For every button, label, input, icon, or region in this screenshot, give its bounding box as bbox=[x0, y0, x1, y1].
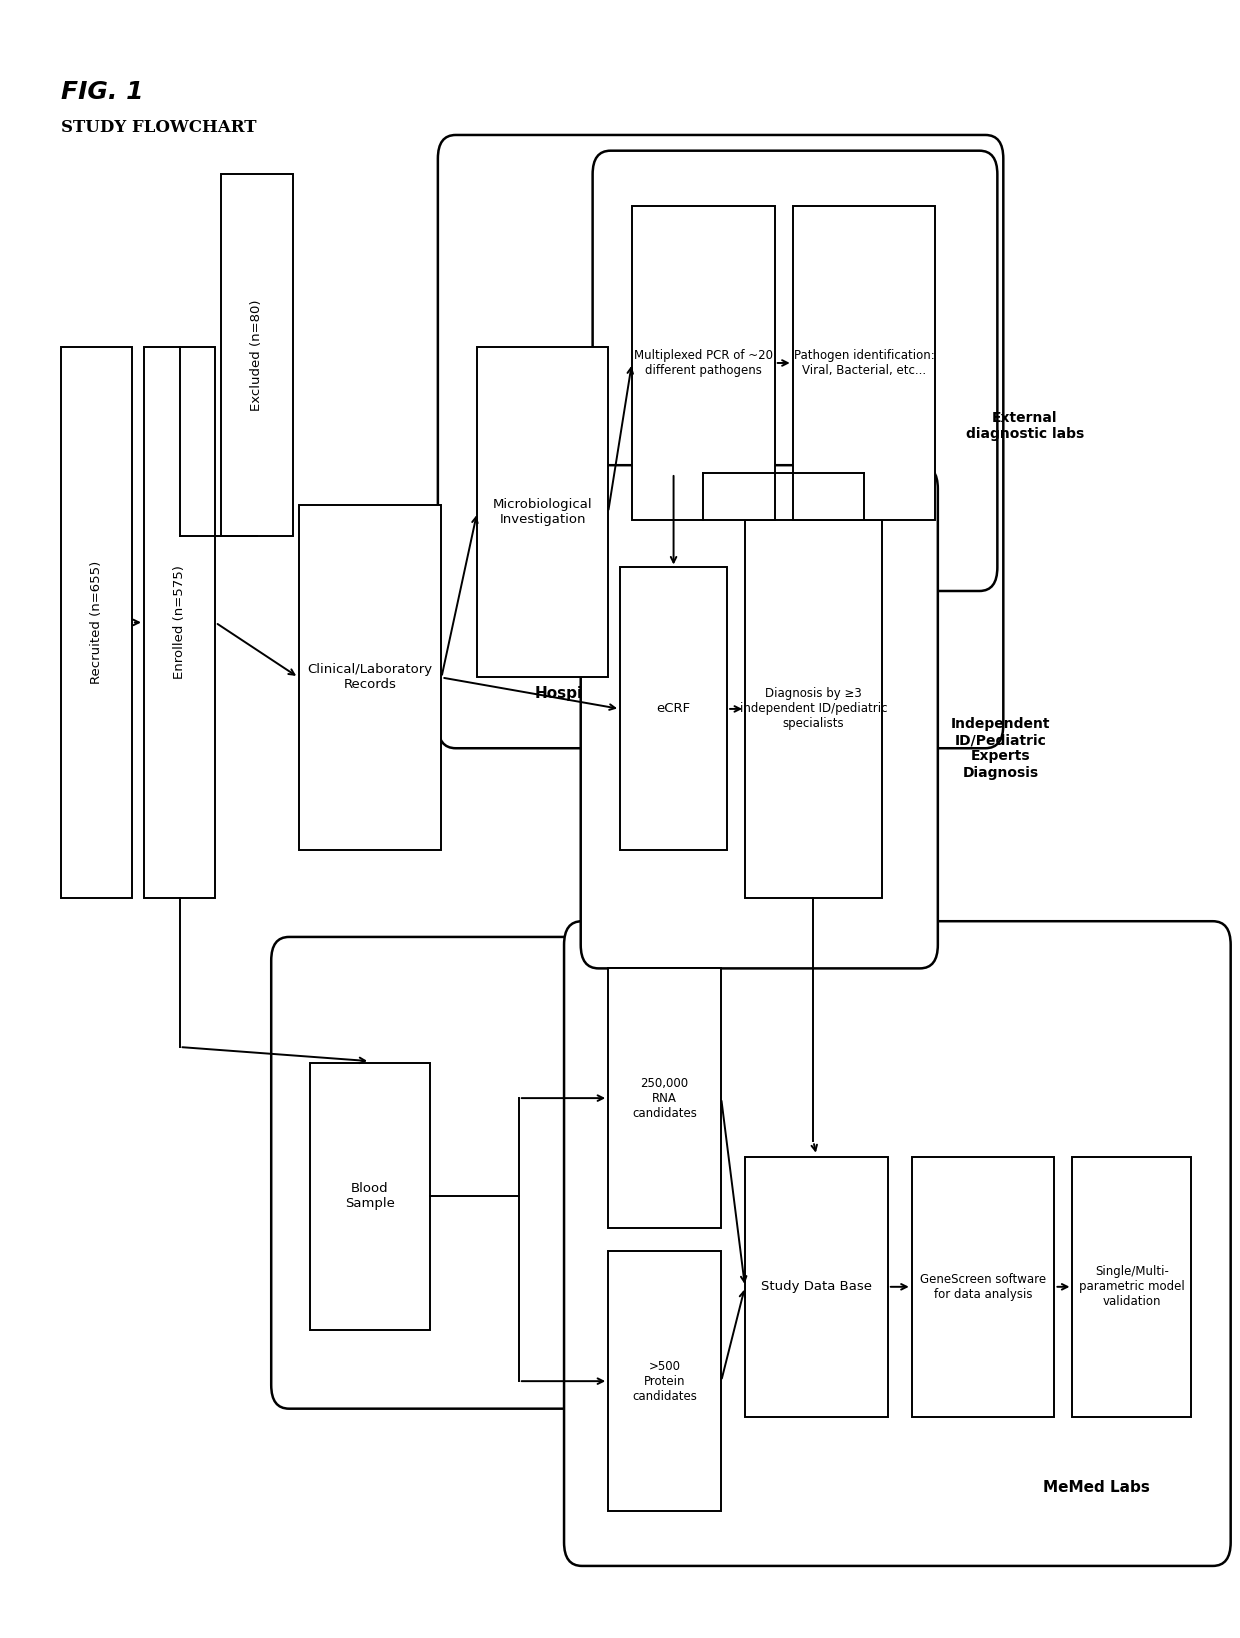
FancyBboxPatch shape bbox=[608, 1251, 722, 1510]
Text: >500
Protein
candidates: >500 Protein candidates bbox=[632, 1360, 697, 1402]
FancyBboxPatch shape bbox=[272, 937, 590, 1409]
FancyBboxPatch shape bbox=[221, 174, 293, 536]
FancyBboxPatch shape bbox=[438, 134, 1003, 749]
FancyBboxPatch shape bbox=[61, 347, 131, 898]
Text: Single/Multi-
parametric model
validation: Single/Multi- parametric model validatio… bbox=[1079, 1265, 1184, 1309]
Text: MeMed Labs: MeMed Labs bbox=[1043, 1479, 1149, 1495]
FancyBboxPatch shape bbox=[745, 521, 882, 898]
Text: eCRF: eCRF bbox=[656, 703, 691, 716]
FancyBboxPatch shape bbox=[632, 206, 775, 521]
Text: Clinical/Laboratory
Records: Clinical/Laboratory Records bbox=[308, 663, 433, 691]
FancyBboxPatch shape bbox=[1073, 1156, 1192, 1417]
FancyBboxPatch shape bbox=[911, 1156, 1054, 1417]
Text: Excluded (n=80): Excluded (n=80) bbox=[250, 300, 263, 411]
FancyBboxPatch shape bbox=[593, 151, 997, 591]
Text: FIG. 1: FIG. 1 bbox=[61, 80, 143, 103]
FancyBboxPatch shape bbox=[580, 465, 937, 968]
Text: Blood
Sample: Blood Sample bbox=[345, 1183, 396, 1210]
Text: Microbiological
Investigation: Microbiological Investigation bbox=[492, 498, 593, 526]
FancyBboxPatch shape bbox=[564, 921, 1230, 1566]
FancyBboxPatch shape bbox=[608, 968, 722, 1228]
Text: GeneScreen software
for data analysis: GeneScreen software for data analysis bbox=[920, 1273, 1047, 1301]
Text: 250,000
RNA
candidates: 250,000 RNA candidates bbox=[632, 1076, 697, 1120]
Text: STUDY FLOWCHART: STUDY FLOWCHART bbox=[61, 120, 255, 136]
FancyBboxPatch shape bbox=[144, 347, 216, 898]
Text: Hospital: Hospital bbox=[534, 686, 605, 701]
Text: Independent
ID/Pediatric
Experts
Diagnosis: Independent ID/Pediatric Experts Diagnos… bbox=[951, 717, 1050, 780]
Text: Diagnosis by ≥3
independent ID/pediatric
specialists: Diagnosis by ≥3 independent ID/pediatric… bbox=[740, 688, 887, 731]
Text: Recruited (n=655): Recruited (n=655) bbox=[89, 560, 103, 685]
Text: Multiplexed PCR of ~20
different pathogens: Multiplexed PCR of ~20 different pathoge… bbox=[634, 349, 773, 377]
Text: External
diagnostic labs: External diagnostic labs bbox=[966, 411, 1084, 441]
Text: Enrolled (n=575): Enrolled (n=575) bbox=[174, 565, 186, 680]
FancyBboxPatch shape bbox=[477, 347, 608, 678]
Text: Pathogen identification:
Viral, Bacterial, etc...: Pathogen identification: Viral, Bacteria… bbox=[794, 349, 935, 377]
FancyBboxPatch shape bbox=[310, 1063, 429, 1330]
FancyBboxPatch shape bbox=[620, 567, 727, 850]
FancyBboxPatch shape bbox=[792, 206, 935, 521]
FancyBboxPatch shape bbox=[745, 1156, 888, 1417]
Text: Study Data Base: Study Data Base bbox=[761, 1281, 872, 1294]
FancyBboxPatch shape bbox=[299, 505, 441, 850]
